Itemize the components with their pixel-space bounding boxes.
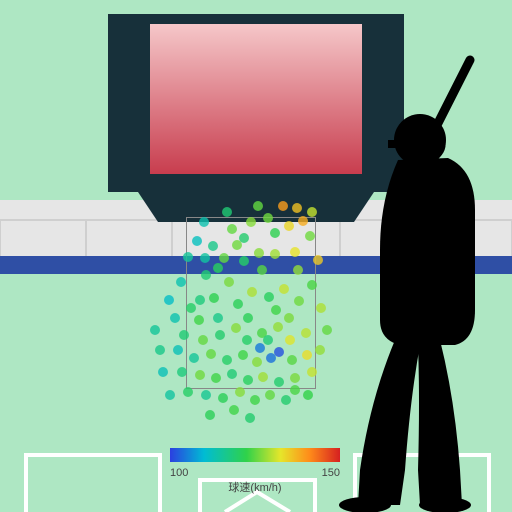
pitch-dot bbox=[219, 253, 229, 263]
pitch-dot bbox=[253, 201, 263, 211]
pitch-dot bbox=[307, 367, 317, 377]
pitch-dot bbox=[284, 313, 294, 323]
pitch-dot bbox=[201, 390, 211, 400]
pitch-dot bbox=[293, 265, 303, 275]
pitch-dot bbox=[209, 293, 219, 303]
pitch-dot bbox=[173, 345, 183, 355]
pitch-dot bbox=[278, 201, 288, 211]
pitch-dot bbox=[239, 256, 249, 266]
pitch-dot bbox=[164, 295, 174, 305]
pitch-dot bbox=[189, 353, 199, 363]
pitch-dot bbox=[245, 413, 255, 423]
tick-min: 100 bbox=[170, 467, 188, 479]
pitch-dot bbox=[303, 390, 313, 400]
pitch-dot bbox=[250, 395, 260, 405]
pitch-dot bbox=[232, 240, 242, 250]
pitch-dot bbox=[257, 265, 267, 275]
pitch-dot bbox=[224, 277, 234, 287]
pitch-dot bbox=[227, 369, 237, 379]
pitch-dot bbox=[192, 236, 202, 246]
pitch-dot bbox=[313, 255, 323, 265]
pitch-dot bbox=[255, 343, 265, 353]
pitch-dot bbox=[294, 296, 304, 306]
pitch-dot bbox=[158, 367, 168, 377]
pitch-dot bbox=[301, 328, 311, 338]
pitch-dot bbox=[287, 355, 297, 365]
scoreboard-screen bbox=[150, 24, 362, 174]
pitch-dot bbox=[176, 277, 186, 287]
pitch-dot bbox=[198, 335, 208, 345]
pitch-dot bbox=[208, 241, 218, 251]
pitch-dot bbox=[242, 335, 252, 345]
tick-max: 150 bbox=[322, 467, 340, 479]
pitch-dot bbox=[270, 228, 280, 238]
pitch-dot bbox=[307, 207, 317, 217]
pitch-dot bbox=[233, 299, 243, 309]
pitch-dot bbox=[315, 345, 325, 355]
pitch-dot bbox=[305, 231, 315, 241]
pitch-dot bbox=[307, 280, 317, 290]
pitch-dot bbox=[165, 390, 175, 400]
pitch-dot bbox=[270, 249, 280, 259]
pitch-dot bbox=[218, 393, 228, 403]
pitch-dot bbox=[194, 315, 204, 325]
pitch-dot bbox=[290, 247, 300, 257]
pitch-dot bbox=[252, 357, 262, 367]
pitch-dot bbox=[292, 203, 302, 213]
pitch-dot bbox=[211, 373, 221, 383]
pitch-dot bbox=[263, 335, 273, 345]
pitch-dot bbox=[322, 325, 332, 335]
pitch-dot bbox=[285, 335, 295, 345]
pitch-dot bbox=[195, 370, 205, 380]
pitch-dot bbox=[150, 325, 160, 335]
pitch-dot bbox=[284, 221, 294, 231]
pitch-dot bbox=[186, 303, 196, 313]
pitch-dot bbox=[213, 263, 223, 273]
pitch-dot bbox=[246, 217, 256, 227]
colorbar bbox=[170, 448, 340, 462]
pitch-dot bbox=[155, 345, 165, 355]
pitch-dot bbox=[281, 395, 291, 405]
pitch-dot bbox=[290, 385, 300, 395]
pitch-dot bbox=[271, 305, 281, 315]
speed-legend: 100 150 球速(km/h) bbox=[170, 448, 340, 495]
pitch-dot bbox=[243, 313, 253, 323]
pitch-dot bbox=[316, 303, 326, 313]
pitch-dot bbox=[222, 355, 232, 365]
pitch-dot bbox=[265, 390, 275, 400]
pitch-dot bbox=[200, 253, 210, 263]
pitch-dot bbox=[274, 377, 284, 387]
pitch-dot bbox=[229, 405, 239, 415]
pitch-dot bbox=[227, 224, 237, 234]
pitch-dot bbox=[290, 373, 300, 383]
pitch-dot bbox=[195, 295, 205, 305]
pitch-dot bbox=[177, 367, 187, 377]
pitch-dot bbox=[298, 216, 308, 226]
pitch-dot bbox=[183, 252, 193, 262]
pitch-dot bbox=[235, 387, 245, 397]
pitch-dot bbox=[238, 350, 248, 360]
pitch-dot bbox=[263, 213, 273, 223]
pitch-dot bbox=[215, 330, 225, 340]
legend-label: 球速(km/h) bbox=[170, 479, 340, 495]
pitch-dot bbox=[205, 410, 215, 420]
pitch-dot bbox=[254, 248, 264, 258]
pitch-dot bbox=[213, 313, 223, 323]
pitch-dot bbox=[201, 270, 211, 280]
pitch-dot bbox=[170, 313, 180, 323]
pitch-dot bbox=[264, 292, 274, 302]
pitch-dot bbox=[222, 207, 232, 217]
pitch-dot bbox=[206, 349, 216, 359]
pitch-dot bbox=[302, 350, 312, 360]
pitch-dot bbox=[199, 217, 209, 227]
pitch-dot bbox=[243, 375, 253, 385]
pitch-dot bbox=[258, 372, 268, 382]
pitch-dot bbox=[231, 323, 241, 333]
pitch-dot bbox=[274, 347, 284, 357]
pitch-dot bbox=[273, 322, 283, 332]
pitch-dot bbox=[247, 287, 257, 297]
pitch-dot bbox=[179, 330, 189, 340]
pitch-dot bbox=[183, 387, 193, 397]
pitch-dot bbox=[279, 284, 289, 294]
